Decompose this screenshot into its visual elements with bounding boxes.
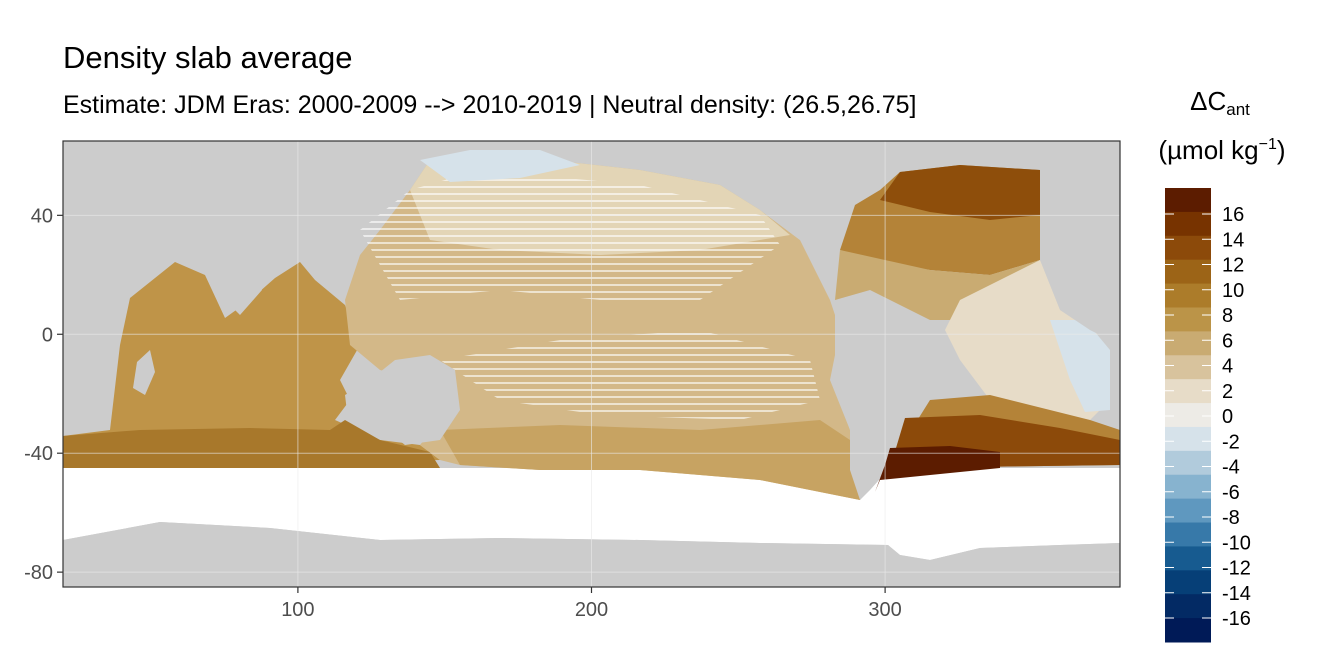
legend-unit-superscript: −1 bbox=[1258, 136, 1277, 153]
chart-subtitle: Estimate: JDM Eras: 2000-2009 --> 2010-2… bbox=[63, 91, 917, 119]
south-america bbox=[835, 290, 960, 500]
legend-unit-suffix: ) bbox=[1276, 135, 1286, 165]
legend-label: -2 bbox=[1222, 431, 1240, 453]
legend-label: 0 bbox=[1222, 406, 1233, 428]
legend-label: 12 bbox=[1222, 255, 1244, 277]
legend-color-step bbox=[1165, 546, 1211, 571]
legend-color-step bbox=[1165, 474, 1211, 500]
legend: 16 14 12 10 8 6 4 2 0 -2 -4 -6 -8 -10 -12 -14 -16 bbox=[1165, 188, 1251, 643]
legend-color-step bbox=[1165, 570, 1211, 595]
legend-label: 16 bbox=[1222, 204, 1244, 226]
australia bbox=[345, 355, 460, 445]
legend-title-subscript: ant bbox=[1226, 100, 1250, 119]
legend-color-step bbox=[1165, 618, 1211, 643]
indian-ocean-south-band bbox=[63, 420, 440, 468]
madagascar bbox=[133, 350, 155, 395]
legend-color-step bbox=[1165, 331, 1211, 356]
legend-color-step bbox=[1165, 594, 1211, 619]
x-tick-label: 100 bbox=[281, 599, 314, 621]
legend-color-step bbox=[1165, 522, 1211, 547]
south-pacific-stripes bbox=[440, 330, 820, 420]
chart-title: Density slab average bbox=[63, 40, 353, 75]
india bbox=[215, 262, 262, 315]
kuroshio-patch bbox=[420, 150, 580, 182]
legend-color-step bbox=[1165, 450, 1211, 476]
legend-label: -4 bbox=[1222, 457, 1240, 479]
north-atlantic-core bbox=[880, 165, 1040, 220]
grid-lines bbox=[63, 141, 1120, 587]
legend-title-main: ΔC bbox=[1190, 86, 1227, 116]
legend-color-step bbox=[1165, 211, 1211, 237]
legend-color-step bbox=[1165, 498, 1211, 524]
legend-label: -14 bbox=[1222, 583, 1251, 605]
legend-label: -10 bbox=[1222, 532, 1251, 554]
legend-color-step bbox=[1165, 403, 1211, 428]
legend-title: ΔCant bbox=[1160, 86, 1280, 120]
legend-label: 6 bbox=[1222, 330, 1233, 352]
south-atlantic-peak bbox=[875, 446, 1000, 492]
south-pacific-band bbox=[440, 420, 870, 500]
y-tick-label: -80 bbox=[24, 562, 53, 584]
legend-color-step bbox=[1165, 355, 1211, 380]
legend-label: 2 bbox=[1222, 381, 1233, 403]
legend-label: 4 bbox=[1222, 356, 1233, 378]
legend-label: -6 bbox=[1222, 482, 1240, 504]
legend-color-step bbox=[1165, 259, 1211, 285]
legend-color-step bbox=[1165, 379, 1211, 404]
y-tick-label: 40 bbox=[31, 205, 53, 227]
legend-color-step bbox=[1165, 235, 1211, 261]
legend-label: 14 bbox=[1222, 229, 1244, 251]
legend-label: -12 bbox=[1222, 558, 1251, 580]
legend-label: 8 bbox=[1222, 305, 1233, 327]
legend-unit-prefix: (µmol kg bbox=[1158, 135, 1259, 165]
legend-color-step bbox=[1165, 307, 1211, 332]
north-pacific-stripes bbox=[360, 170, 780, 300]
legend-label: 10 bbox=[1222, 280, 1244, 302]
tropical-atlantic-light bbox=[1050, 320, 1110, 412]
africa bbox=[1040, 141, 1120, 340]
y-tick-label: -40 bbox=[24, 443, 53, 465]
legend-color-step bbox=[1165, 188, 1211, 213]
x-tick-label: 300 bbox=[868, 599, 901, 621]
legend-label: -16 bbox=[1222, 608, 1251, 630]
indian-ocean bbox=[63, 262, 440, 468]
legend-unit: (µmol kg−1) bbox=[1152, 135, 1292, 166]
y-tick-label: 0 bbox=[42, 324, 53, 346]
north-america bbox=[760, 141, 900, 250]
x-tick-label: 200 bbox=[575, 599, 608, 621]
legend-color-step bbox=[1165, 283, 1211, 308]
legend-color-step bbox=[1165, 426, 1211, 452]
legend-label: -8 bbox=[1222, 507, 1240, 529]
